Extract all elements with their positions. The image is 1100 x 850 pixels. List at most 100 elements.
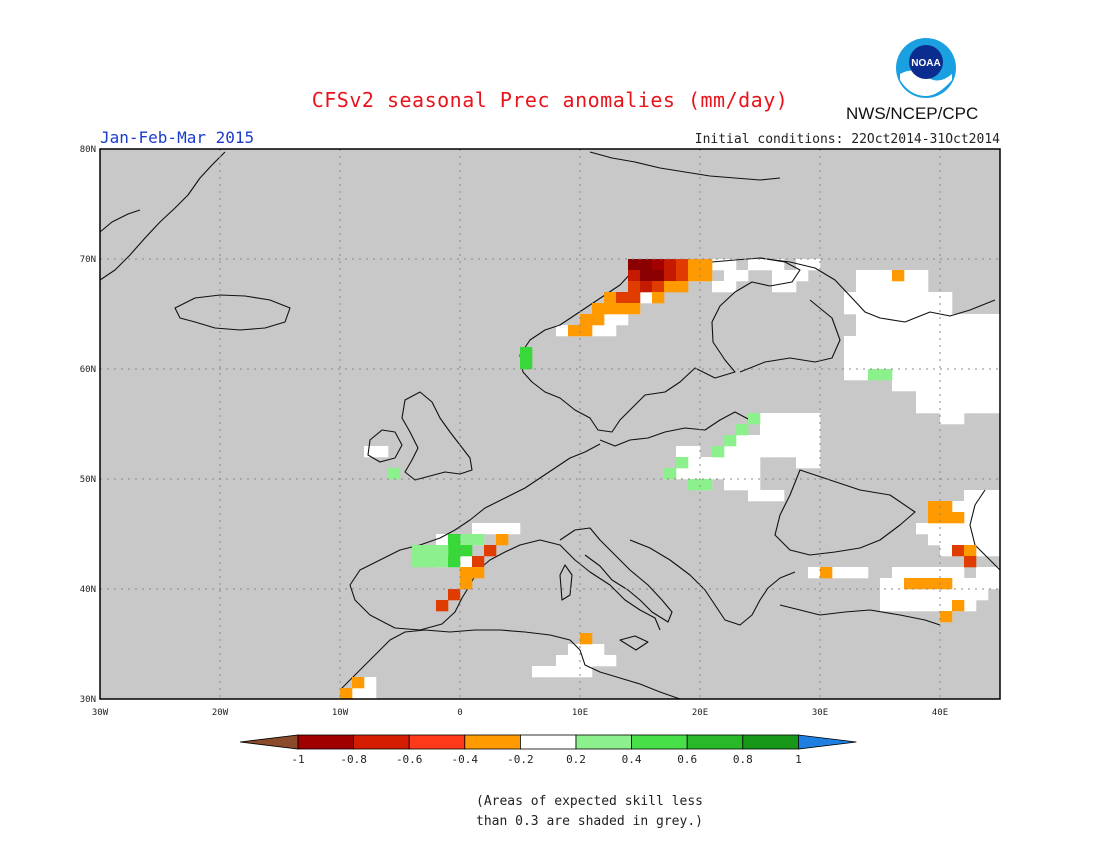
white-cell xyxy=(976,369,989,381)
anomaly-cell xyxy=(928,512,941,524)
white-cell xyxy=(988,347,1001,359)
white-cell xyxy=(472,523,485,535)
white-cell xyxy=(748,479,761,491)
white-cell xyxy=(844,336,857,348)
white-cell xyxy=(748,435,761,447)
white-cell xyxy=(928,567,941,579)
white-cell xyxy=(940,600,953,612)
white-cell xyxy=(916,523,929,535)
anomaly-cell xyxy=(628,270,641,282)
latitude-labels: 30N 40N 50N 60N 70N 80N xyxy=(80,145,96,705)
white-cell xyxy=(952,567,965,579)
white-cell xyxy=(772,281,785,293)
anomaly-cells xyxy=(340,259,977,700)
white-cell xyxy=(988,523,1001,535)
white-cell xyxy=(580,644,593,656)
white-cell xyxy=(952,336,965,348)
white-cell xyxy=(724,270,737,282)
white-cell xyxy=(688,446,701,458)
anomaly-cell xyxy=(412,545,425,557)
white-cell xyxy=(940,292,953,304)
white-cell xyxy=(964,600,977,612)
colorbar-segment xyxy=(686,734,744,750)
white-cell xyxy=(988,380,1001,392)
anomaly-cell xyxy=(652,270,665,282)
anomaly-cell xyxy=(712,446,725,458)
colorbar-segment xyxy=(742,734,799,750)
anomaly-cell xyxy=(520,358,533,370)
white-cell xyxy=(844,347,857,359)
white-cell xyxy=(868,325,881,337)
lon-tick-label: 20E xyxy=(692,708,708,718)
anomaly-cell xyxy=(688,259,701,271)
white-cell xyxy=(904,336,917,348)
white-cell xyxy=(844,292,857,304)
white-cell xyxy=(916,358,929,370)
white-cell xyxy=(928,325,941,337)
white-cell xyxy=(772,435,785,447)
anomaly-cell xyxy=(424,545,437,557)
initial-conditions-label: Initial conditions: 22Oct2014-31Oct2014 xyxy=(694,132,1000,147)
white-cell xyxy=(916,380,929,392)
white-cell xyxy=(904,600,917,612)
white-cell xyxy=(988,490,1001,502)
white-cell xyxy=(952,523,965,535)
white-cell xyxy=(856,347,869,359)
white-cell xyxy=(760,435,773,447)
white-cell xyxy=(964,523,977,535)
anomaly-cell xyxy=(592,303,605,315)
white-cell xyxy=(904,358,917,370)
white-cell xyxy=(700,457,713,469)
white-cell xyxy=(892,358,905,370)
noaa-logo-icon: NOAA xyxy=(896,38,956,98)
anomaly-cell xyxy=(688,479,701,491)
white-cell xyxy=(868,358,881,370)
white-cell xyxy=(964,380,977,392)
white-cell xyxy=(988,369,1001,381)
anomaly-cell xyxy=(388,468,401,480)
skill-note-line1: (Areas of expected skill less xyxy=(476,794,703,809)
white-cell xyxy=(928,380,941,392)
white-cell xyxy=(964,490,977,502)
lat-tick-label: 50N xyxy=(80,475,96,485)
white-cell xyxy=(592,325,605,337)
coastlines xyxy=(99,151,1001,700)
white-cell xyxy=(964,347,977,359)
white-cell xyxy=(928,589,941,601)
white-cell xyxy=(844,369,857,381)
white-cell xyxy=(856,270,869,282)
white-cell xyxy=(880,336,893,348)
anomaly-cell xyxy=(472,534,485,546)
white-cell xyxy=(952,391,965,403)
white-cell xyxy=(976,380,989,392)
anomaly-cell xyxy=(940,578,953,590)
white-cell xyxy=(880,325,893,337)
anomaly-cell xyxy=(664,259,677,271)
colorbar-segment xyxy=(408,734,466,750)
white-cell xyxy=(436,534,449,546)
white-cell xyxy=(952,314,965,326)
white-cell xyxy=(916,292,929,304)
white-cell xyxy=(940,545,953,557)
white-cell xyxy=(736,270,749,282)
white-cell xyxy=(484,523,497,535)
white-cell xyxy=(928,358,941,370)
white-cell xyxy=(904,303,917,315)
white-cell xyxy=(916,391,929,403)
white-cell xyxy=(784,270,797,282)
white-cell xyxy=(892,589,905,601)
white-cell xyxy=(892,567,905,579)
anomaly-cell xyxy=(616,292,629,304)
white-cell xyxy=(868,347,881,359)
white-cell xyxy=(976,545,989,557)
anomaly-cell xyxy=(724,435,737,447)
colorbar-label: 0.8 xyxy=(733,753,753,766)
white-cell xyxy=(724,281,737,293)
white-cell xyxy=(976,314,989,326)
white-cell xyxy=(892,303,905,315)
anomaly-cell xyxy=(964,545,977,557)
white-cell xyxy=(940,358,953,370)
white-cell xyxy=(724,457,737,469)
white-cell xyxy=(952,413,965,425)
white-cell xyxy=(976,578,989,590)
